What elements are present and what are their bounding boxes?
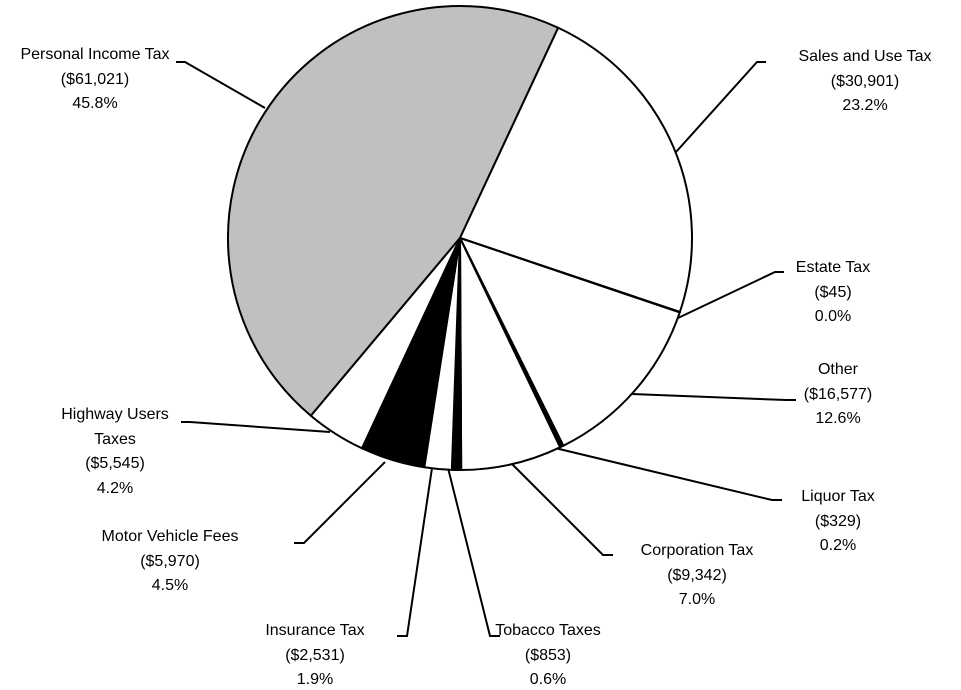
slice-name: Motor Vehicle Fees (101, 528, 239, 545)
leader-line (554, 447, 782, 501)
slice-value-label: ($16,577) (803, 385, 873, 403)
slice-percentage-label: 23.2% (842, 97, 888, 114)
slice-percentage-label: 7.0% (678, 591, 716, 608)
slice-label: Insurance Tax ($2,531) 1.9% (265, 619, 364, 690)
pie-slice (459, 237, 681, 447)
slice-percentage-label: 12.6% (815, 410, 861, 427)
slice-name: Personal Income Tax (20, 46, 170, 63)
slice-label: Corporation Tax ($9,342) 7.0% (641, 539, 754, 613)
slice-value-label: ($61,021) (60, 70, 130, 88)
slice-label: Estate Tax ($45) 0.0% (796, 256, 870, 330)
leader-line (181, 421, 331, 433)
slice-value-label: ($329) (814, 512, 862, 530)
slice-value-label: ($2,531) (285, 646, 345, 664)
slice-value-label: ($45) (814, 283, 852, 301)
slice-value-label: ($5,545) (85, 455, 145, 472)
pie-slice (226, 4, 560, 417)
slice-label: Liquor Tax ($329) 0.2% (801, 485, 875, 559)
slice-percentage-label: 0.2% (819, 537, 857, 554)
slice-value-label: ($9,342) (667, 566, 727, 584)
slice-name: Other (817, 361, 858, 378)
slice-value-label: ($5,970) (140, 552, 200, 570)
leader-line (509, 461, 613, 556)
slice-name: Highway Users Taxes (61, 406, 169, 448)
pie-slice (459, 237, 562, 471)
slice-label: Sales and Use Tax ($30,901) 23.2% (798, 45, 931, 119)
slice-name: Liquor Tax (801, 488, 875, 505)
slice-percentage-label: 4.2% (96, 479, 134, 497)
slice-label: Other ($16,577) 12.6% (804, 358, 873, 432)
slice-percentage-label: 1.9% (296, 671, 334, 688)
slice-label: Tobacco Taxes ($853) 0.6% (495, 619, 601, 690)
slice-percentage-label: 45.8% (72, 95, 118, 112)
leader-line (397, 467, 433, 637)
slice-name: Insurance Tax (265, 622, 365, 639)
leader-line (675, 61, 766, 153)
slice-percentage-label: 0.6% (529, 671, 567, 688)
leader-line (631, 393, 796, 401)
pie-slice (309, 237, 461, 450)
leader-line (447, 467, 500, 637)
slice-name: Estate Tax (795, 259, 871, 276)
slice-value-label: ($30,901) (830, 72, 900, 90)
leader-line (294, 461, 386, 544)
pie-slice (459, 26, 693, 313)
slice-name: Tobacco Taxes (495, 622, 601, 639)
slice-percentage-label: 4.5% (151, 577, 189, 594)
slice-value-label: ($853) (524, 646, 572, 664)
slice-label: Motor Vehicle Fees ($5,970) 4.5% (102, 525, 239, 599)
slice-label: Highway Users Taxes ($5,545) 4.2% (40, 403, 190, 501)
slice-name: Sales and Use Tax (798, 48, 932, 65)
slice-label: Personal Income Tax ($61,021) 45.8% (5, 43, 185, 117)
leader-lines (176, 61, 796, 637)
leader-line (176, 61, 266, 109)
leader-line (677, 271, 784, 319)
slice-percentage-label: 0.0% (814, 308, 852, 325)
slice-name: Corporation Tax (640, 542, 754, 559)
